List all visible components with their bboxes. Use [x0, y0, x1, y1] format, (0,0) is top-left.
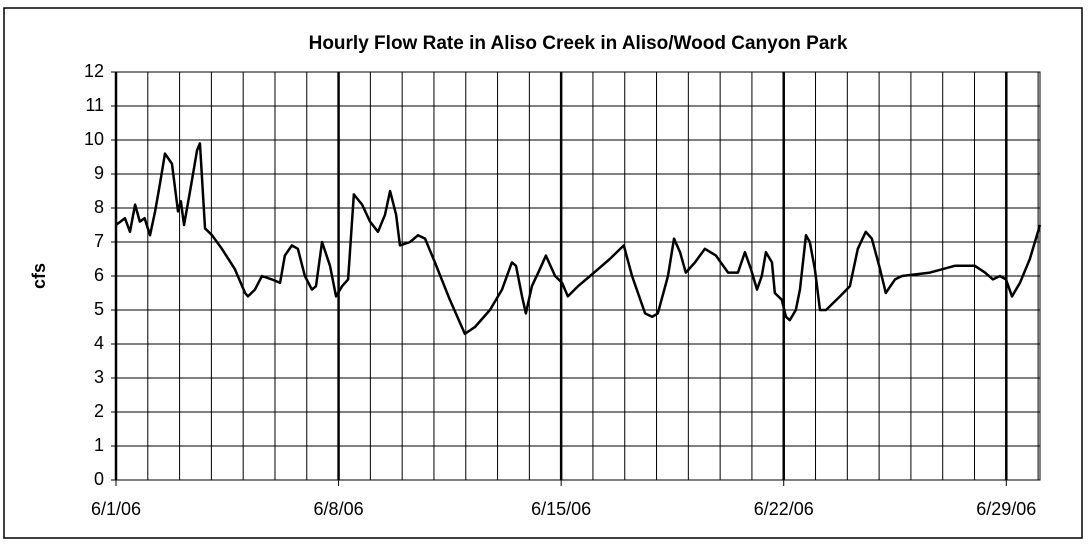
y-tick-label: 2 — [94, 401, 104, 421]
y-tick-label: 8 — [94, 197, 104, 217]
y-tick-label: 0 — [94, 469, 104, 489]
y-axis-label: cfs — [29, 263, 49, 289]
y-tick-label: 4 — [94, 333, 104, 353]
chart-title: Hourly Flow Rate in Aliso Creek in Aliso… — [309, 33, 848, 54]
y-tick-label: 9 — [94, 163, 104, 183]
x-tick-label: 6/22/06 — [754, 499, 814, 519]
y-tick-label: 5 — [94, 299, 104, 319]
y-tick-label: 1 — [94, 435, 104, 455]
y-tick-label: 6 — [94, 265, 104, 285]
flow-line — [115, 142, 1042, 336]
x-tick-label: 6/8/06 — [314, 499, 364, 519]
y-tick-label: 3 — [94, 367, 104, 387]
x-tick-label: 6/1/06 — [91, 499, 141, 519]
y-tick-label: 10 — [84, 129, 104, 149]
x-tick-label: 6/15/06 — [531, 499, 591, 519]
x-tick-label: 6/29/06 — [976, 499, 1036, 519]
y-tick-label: 7 — [94, 231, 104, 251]
y-tick-label: 11 — [85, 95, 104, 115]
y-tick-label: 12 — [84, 61, 104, 81]
